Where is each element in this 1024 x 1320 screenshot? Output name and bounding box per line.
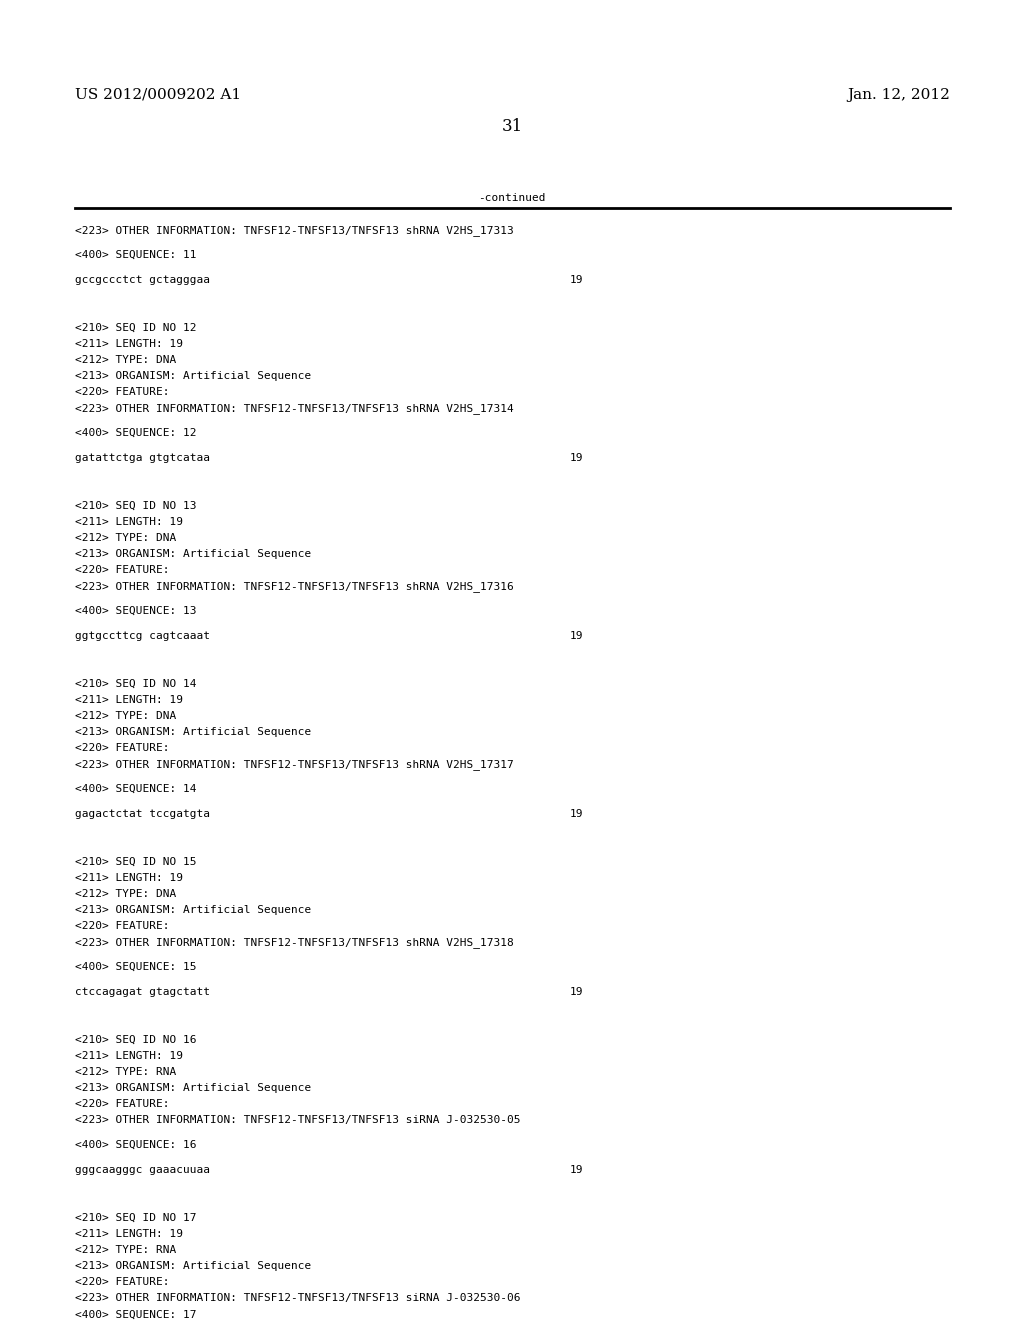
Text: <223> OTHER INFORMATION: TNFSF12-TNFSF13/TNFSF13 siRNA J-032530-06: <223> OTHER INFORMATION: TNFSF12-TNFSF13… bbox=[75, 1294, 520, 1303]
Text: <223> OTHER INFORMATION: TNFSF12-TNFSF13/TNFSF13 shRNA V2HS_17316: <223> OTHER INFORMATION: TNFSF12-TNFSF13… bbox=[75, 581, 514, 591]
Text: <212> TYPE: DNA: <212> TYPE: DNA bbox=[75, 355, 176, 366]
Text: <210> SEQ ID NO 17: <210> SEQ ID NO 17 bbox=[75, 1213, 197, 1224]
Text: <211> LENGTH: 19: <211> LENGTH: 19 bbox=[75, 873, 183, 883]
Text: gatattctga gtgtcataa: gatattctga gtgtcataa bbox=[75, 453, 210, 463]
Text: <212> TYPE: RNA: <212> TYPE: RNA bbox=[75, 1245, 176, 1255]
Text: <211> LENGTH: 19: <211> LENGTH: 19 bbox=[75, 1051, 183, 1061]
Text: <211> LENGTH: 19: <211> LENGTH: 19 bbox=[75, 696, 183, 705]
Text: <400> SEQUENCE: 17: <400> SEQUENCE: 17 bbox=[75, 1309, 197, 1320]
Text: <213> ORGANISM: Artificial Sequence: <213> ORGANISM: Artificial Sequence bbox=[75, 906, 311, 915]
Text: ggtgccttcg cagtcaaat: ggtgccttcg cagtcaaat bbox=[75, 631, 210, 642]
Text: <223> OTHER INFORMATION: TNFSF12-TNFSF13/TNFSF13 shRNA V2HS_17314: <223> OTHER INFORMATION: TNFSF12-TNFSF13… bbox=[75, 403, 514, 414]
Text: 19: 19 bbox=[570, 809, 584, 818]
Text: <210> SEQ ID NO 15: <210> SEQ ID NO 15 bbox=[75, 857, 197, 867]
Text: US 2012/0009202 A1: US 2012/0009202 A1 bbox=[75, 88, 241, 102]
Text: <223> OTHER INFORMATION: TNFSF12-TNFSF13/TNFSF13 shRNA V2HS_17318: <223> OTHER INFORMATION: TNFSF12-TNFSF13… bbox=[75, 937, 514, 948]
Text: <400> SEQUENCE: 14: <400> SEQUENCE: 14 bbox=[75, 784, 197, 795]
Text: gggcaagggc gaaacuuaa: gggcaagggc gaaacuuaa bbox=[75, 1166, 210, 1175]
Text: 31: 31 bbox=[502, 117, 522, 135]
Text: gagactctat tccgatgta: gagactctat tccgatgta bbox=[75, 809, 210, 818]
Text: gccgccctct gctagggaa: gccgccctct gctagggaa bbox=[75, 275, 210, 285]
Text: <210> SEQ ID NO 14: <210> SEQ ID NO 14 bbox=[75, 678, 197, 689]
Text: ctccagagat gtagctatt: ctccagagat gtagctatt bbox=[75, 987, 210, 997]
Text: <223> OTHER INFORMATION: TNFSF12-TNFSF13/TNFSF13 shRNA V2HS_17313: <223> OTHER INFORMATION: TNFSF12-TNFSF13… bbox=[75, 224, 514, 236]
Text: <213> ORGANISM: Artificial Sequence: <213> ORGANISM: Artificial Sequence bbox=[75, 727, 311, 737]
Text: <211> LENGTH: 19: <211> LENGTH: 19 bbox=[75, 1229, 183, 1239]
Text: <400> SEQUENCE: 11: <400> SEQUENCE: 11 bbox=[75, 249, 197, 260]
Text: <223> OTHER INFORMATION: TNFSF12-TNFSF13/TNFSF13 shRNA V2HS_17317: <223> OTHER INFORMATION: TNFSF12-TNFSF13… bbox=[75, 759, 514, 770]
Text: <213> ORGANISM: Artificial Sequence: <213> ORGANISM: Artificial Sequence bbox=[75, 549, 311, 558]
Text: <220> FEATURE:: <220> FEATURE: bbox=[75, 1100, 170, 1109]
Text: <210> SEQ ID NO 12: <210> SEQ ID NO 12 bbox=[75, 323, 197, 333]
Text: <400> SEQUENCE: 13: <400> SEQUENCE: 13 bbox=[75, 606, 197, 616]
Text: <213> ORGANISM: Artificial Sequence: <213> ORGANISM: Artificial Sequence bbox=[75, 1082, 311, 1093]
Text: <212> TYPE: DNA: <212> TYPE: DNA bbox=[75, 888, 176, 899]
Text: <210> SEQ ID NO 16: <210> SEQ ID NO 16 bbox=[75, 1035, 197, 1045]
Text: <400> SEQUENCE: 15: <400> SEQUENCE: 15 bbox=[75, 962, 197, 972]
Text: <400> SEQUENCE: 16: <400> SEQUENCE: 16 bbox=[75, 1140, 197, 1150]
Text: 19: 19 bbox=[570, 631, 584, 642]
Text: Jan. 12, 2012: Jan. 12, 2012 bbox=[847, 88, 950, 102]
Text: 19: 19 bbox=[570, 987, 584, 997]
Text: <220> FEATURE:: <220> FEATURE: bbox=[75, 565, 170, 576]
Text: <220> FEATURE:: <220> FEATURE: bbox=[75, 921, 170, 931]
Text: <211> LENGTH: 19: <211> LENGTH: 19 bbox=[75, 339, 183, 348]
Text: -continued: -continued bbox=[478, 193, 546, 203]
Text: 19: 19 bbox=[570, 1166, 584, 1175]
Text: 19: 19 bbox=[570, 453, 584, 463]
Text: <223> OTHER INFORMATION: TNFSF12-TNFSF13/TNFSF13 siRNA J-032530-05: <223> OTHER INFORMATION: TNFSF12-TNFSF13… bbox=[75, 1115, 520, 1125]
Text: <210> SEQ ID NO 13: <210> SEQ ID NO 13 bbox=[75, 502, 197, 511]
Text: 19: 19 bbox=[570, 275, 584, 285]
Text: <212> TYPE: DNA: <212> TYPE: DNA bbox=[75, 533, 176, 543]
Text: <212> TYPE: DNA: <212> TYPE: DNA bbox=[75, 711, 176, 721]
Text: <213> ORGANISM: Artificial Sequence: <213> ORGANISM: Artificial Sequence bbox=[75, 371, 311, 381]
Text: <211> LENGTH: 19: <211> LENGTH: 19 bbox=[75, 517, 183, 527]
Text: <400> SEQUENCE: 12: <400> SEQUENCE: 12 bbox=[75, 428, 197, 438]
Text: <213> ORGANISM: Artificial Sequence: <213> ORGANISM: Artificial Sequence bbox=[75, 1261, 311, 1271]
Text: <220> FEATURE:: <220> FEATURE: bbox=[75, 743, 170, 752]
Text: <220> FEATURE:: <220> FEATURE: bbox=[75, 387, 170, 397]
Text: <220> FEATURE:: <220> FEATURE: bbox=[75, 1276, 170, 1287]
Text: <212> TYPE: RNA: <212> TYPE: RNA bbox=[75, 1067, 176, 1077]
